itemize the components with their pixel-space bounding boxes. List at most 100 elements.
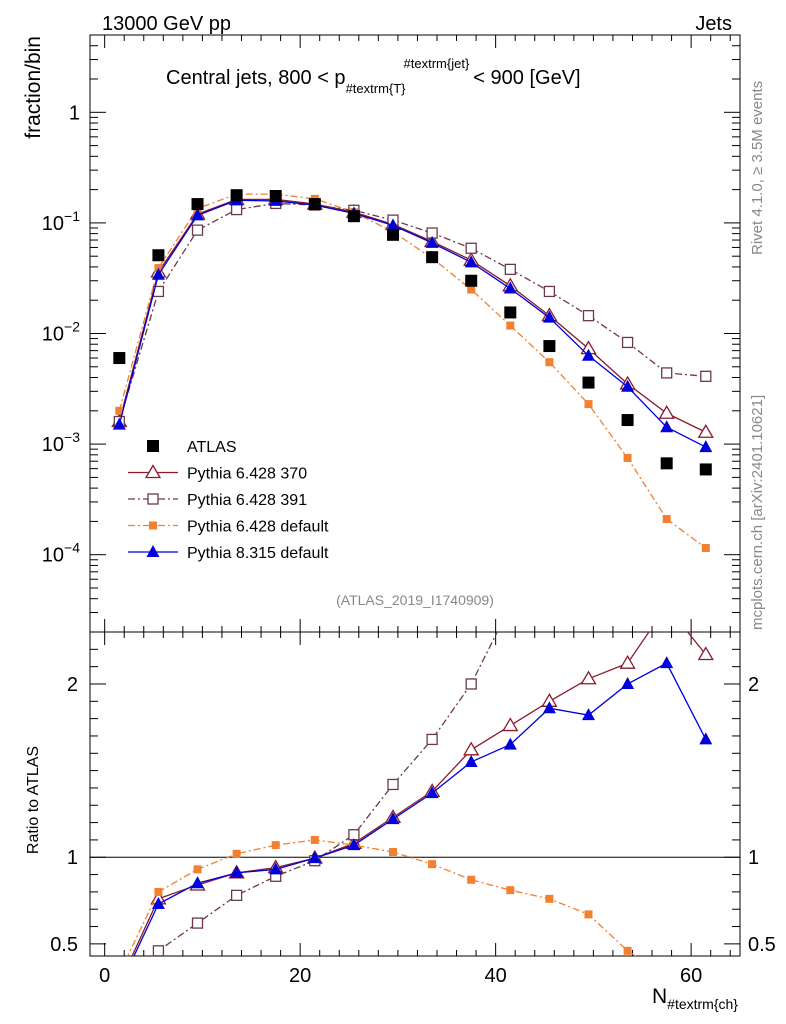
legend-marker-pythia-8-315-default <box>146 545 160 557</box>
ratio-line-pythia-6-428-370 <box>131 632 707 956</box>
legend-label-atlas: ATLAS <box>187 439 237 456</box>
legend-marker-pythia-6-428-default <box>149 521 157 530</box>
main-plot-frame <box>89 34 741 633</box>
ratio-point-pythia-6-428-default <box>428 860 437 869</box>
ratio-point-pythia-6-428-391 <box>505 601 515 611</box>
y-tick-label: 10−2 <box>42 319 80 346</box>
ratio-point-pythia-6-428-370 <box>619 654 636 669</box>
data-point-atlas <box>465 274 478 287</box>
ratio-point-pythia-6-428-391 <box>387 778 399 791</box>
legend-label-pythia-6-428-391: Pythia 6.428 391 <box>187 492 307 509</box>
ratio-y-tick-label: 1 <box>67 847 78 869</box>
data-point-pythia-6-428-391 <box>504 263 516 276</box>
ratio-point-pythia-6-428-370 <box>660 599 674 611</box>
data-point-pythia-8-315-default <box>660 420 674 433</box>
data-point-atlas <box>387 228 400 241</box>
ratio-point-pythia-6-428-391 <box>152 945 165 956</box>
data-point-atlas <box>660 457 673 470</box>
data-point-atlas <box>582 376 595 389</box>
y-tick-label-base: 10 <box>42 213 64 235</box>
ratio-point-pythia-6-428-default <box>623 946 632 955</box>
ratio-point-pythia-8-315-default <box>621 676 635 689</box>
ratio-point-pythia-6-428-default <box>663 973 671 981</box>
x-tick-label: 60 <box>680 965 702 987</box>
data-point-pythia-8-315-default <box>621 379 635 392</box>
data-point-pythia-6-428-default <box>467 285 476 294</box>
ratio-line-pythia-8-315-default <box>133 662 707 956</box>
data-point-pythia-6-428-default <box>115 406 124 415</box>
data-point-atlas <box>699 463 712 476</box>
x-axis-label: N#textrm{ch} <box>652 985 738 1012</box>
ratio-point-pythia-6-428-370 <box>463 741 480 756</box>
y-tick-label-base: 10 <box>42 545 64 567</box>
ratio-point-pythia-8-315-default <box>425 786 439 799</box>
ratio-point-pythia-6-428-391 <box>191 917 204 929</box>
plot-title-superscript: #textrm{jet} <box>404 56 470 71</box>
series-line-pythia-6-428-391 <box>118 202 706 422</box>
y-axis-label: fraction/bin <box>22 36 45 139</box>
ratio-y-tick-label-right: 2 <box>748 674 759 696</box>
data-point-pythia-8-315-default <box>542 310 556 323</box>
data-point-atlas <box>191 198 204 211</box>
ratio-point-pythia-8-315-default <box>464 754 478 767</box>
y-tick-label-base: 1 <box>69 102 80 124</box>
plot-title-subscript: #textrm{T} <box>346 81 407 96</box>
data-point-atlas <box>269 190 282 203</box>
plot-title-end: < 900 [GeV] <box>473 67 580 89</box>
plot-title-main: Central jets, 800 < p <box>166 67 346 89</box>
ratio-point-pythia-6-428-default <box>545 894 554 903</box>
data-point-atlas <box>543 340 556 353</box>
legend-label-pythia-6-428-370: Pythia 6.428 370 <box>187 466 307 483</box>
ratio-point-pythia-8-315-default <box>113 980 126 992</box>
ratio-point-pythia-6-428-default <box>232 849 241 858</box>
data-point-pythia-6-428-391 <box>191 224 204 236</box>
data-point-pythia-6-428-391 <box>230 203 243 216</box>
ratio-point-pythia-8-315-default <box>308 851 322 864</box>
ratio-point-pythia-6-428-370 <box>502 717 519 732</box>
series-line-pythia-6-428-370 <box>118 198 707 433</box>
ratio-point-pythia-6-428-default <box>467 875 476 884</box>
ratio-line-pythia-6-428-391 <box>151 632 498 956</box>
data-point-atlas <box>152 249 165 262</box>
x-axis-label-main: N <box>652 985 667 1008</box>
ratio-point-pythia-8-315-default <box>191 876 205 889</box>
y-tick-label-exponent: −3 <box>64 429 80 445</box>
ratio-point-pythia-6-428-370 <box>112 977 126 989</box>
legend-marker-pythia-6-428-370 <box>144 464 162 479</box>
ratio-point-pythia-8-315-default <box>542 701 556 714</box>
data-point-pythia-8-315-default <box>503 281 517 294</box>
ratio-point-pythia-8-315-default <box>581 708 595 721</box>
legend-label-pythia-6-428-default: Pythia 6.428 default <box>187 519 329 536</box>
ratio-point-pythia-6-428-391 <box>544 488 554 498</box>
ratio-point-pythia-8-315-default <box>151 897 165 910</box>
data-point-pythia-8-315-default <box>464 255 478 268</box>
data-point-pythia-6-428-391 <box>582 310 595 322</box>
ratio-y-tick-label: 2 <box>67 674 78 696</box>
header-right: Jets <box>695 13 732 35</box>
ratio-y-axis-label: Ratio to ATLAS <box>25 746 42 854</box>
data-point-pythia-6-428-391 <box>465 242 477 254</box>
x-tick-label: 0 <box>99 965 110 987</box>
ratio-point-pythia-6-428-default <box>506 886 515 895</box>
ratio-point-pythia-8-315-default <box>503 737 517 750</box>
data-point-atlas <box>308 198 321 211</box>
y-tick-label-exponent: −4 <box>64 540 80 556</box>
data-point-atlas <box>426 251 439 264</box>
ratio-y-tick-label-right: 1 <box>748 847 759 869</box>
y-tick-label-exponent: −2 <box>64 319 80 335</box>
y-tick-label: 10−1 <box>42 208 80 235</box>
data-point-pythia-8-315-default <box>425 235 439 248</box>
y-tick-label: 10−3 <box>42 429 80 456</box>
data-point-atlas <box>113 352 126 365</box>
x-tick-label: 40 <box>485 965 507 987</box>
data-point-pythia-6-428-default <box>701 543 710 552</box>
y-tick-label-exponent: −1 <box>64 208 80 224</box>
legend-label-pythia-8-315-default: Pythia 8.315 default <box>187 545 329 562</box>
ratio-point-pythia-6-428-default <box>584 910 593 919</box>
ratio-point-pythia-6-428-370 <box>580 670 597 685</box>
data-point-pythia-6-428-370 <box>658 404 675 419</box>
plot-title: Central jets, 800 < p#textrm{T} #textrm{j… <box>166 56 581 96</box>
ratio-point-pythia-8-315-default <box>347 838 361 851</box>
ratio-plot-frame <box>89 631 741 957</box>
